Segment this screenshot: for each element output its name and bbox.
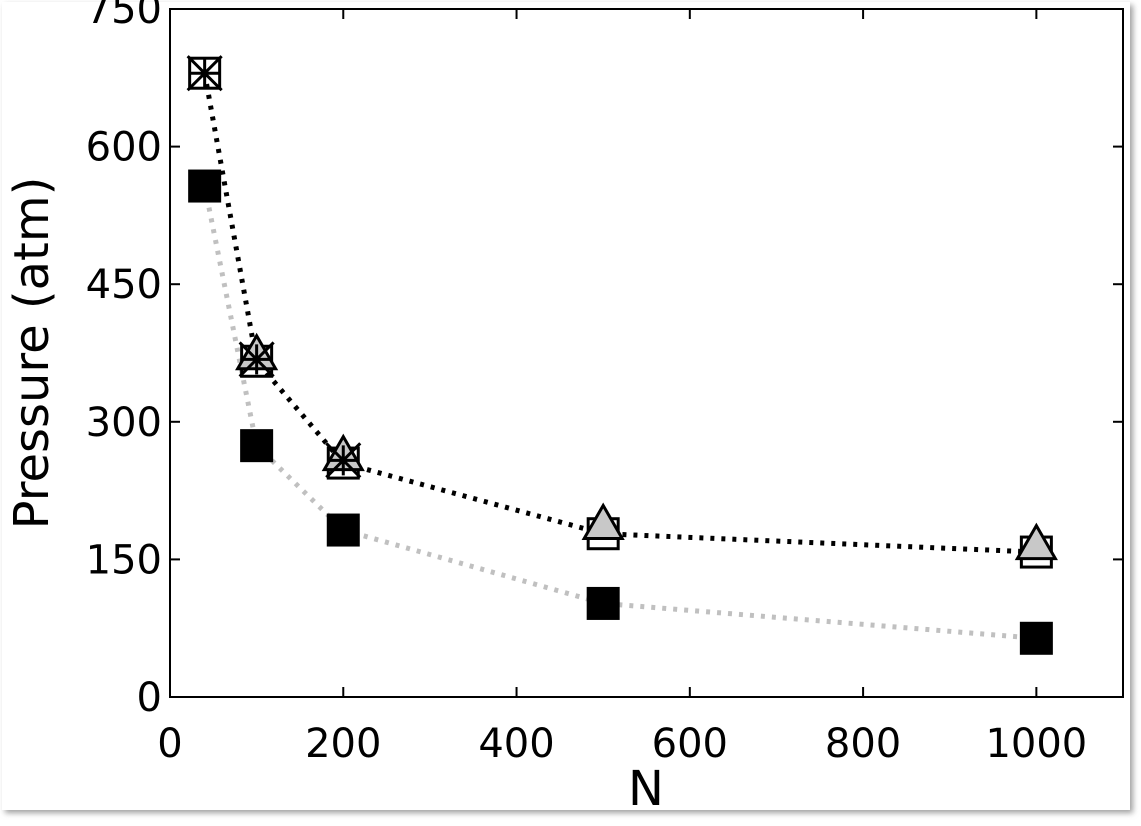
x-tick-label: 0	[157, 721, 182, 767]
y-tick-label: 150	[86, 537, 162, 583]
marker-square	[1019, 621, 1053, 655]
x-tick-label: 800	[825, 721, 901, 767]
y-tick-label: 600	[86, 125, 162, 171]
plot-area	[169, 8, 1124, 698]
y-tick-label: 300	[86, 400, 162, 446]
marker-square	[586, 586, 620, 620]
y-tick-label: 0	[137, 675, 162, 721]
marker-triangle	[581, 502, 625, 540]
marker-square	[326, 513, 360, 547]
y-tick-label: 750	[86, 0, 162, 33]
x-axis-label: N	[628, 761, 664, 817]
x-tick-label: 200	[305, 721, 381, 767]
frame	[2, 2, 1130, 810]
marker-square	[240, 429, 274, 463]
y-axis-label: Pressure (atm)	[4, 177, 60, 530]
x-tick-label: 1000	[985, 721, 1087, 767]
marker-triangle	[1014, 522, 1058, 561]
y-tick-label: 450	[86, 262, 162, 308]
marker-x	[186, 55, 223, 92]
marker-x	[238, 341, 275, 378]
x-tick-label: 600	[652, 721, 728, 767]
x-tick-label: 400	[478, 721, 554, 767]
marker-x	[325, 442, 362, 479]
marker-square	[188, 169, 222, 203]
